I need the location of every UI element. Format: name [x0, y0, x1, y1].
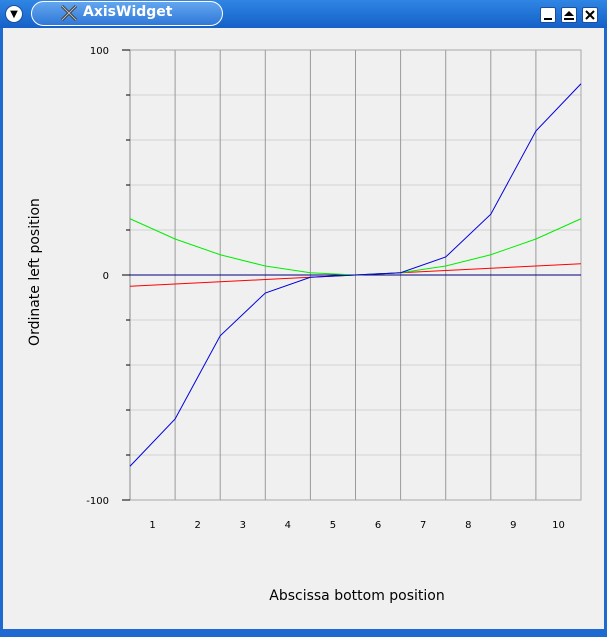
series-line-4	[129, 83, 582, 467]
minimize-icon	[544, 18, 552, 20]
chevron-down-icon: ▼	[10, 8, 18, 20]
close-button[interactable]	[582, 7, 598, 23]
x-tick-label: 5	[330, 520, 336, 531]
app-x-icon	[60, 4, 78, 22]
x-tick-label: 9	[510, 520, 516, 531]
x-axis-title: Abscissa bottom position	[269, 588, 445, 604]
minimize-button[interactable]	[540, 7, 556, 23]
y-tick-label: 0	[103, 271, 109, 282]
close-icon	[585, 10, 595, 20]
x-tick-label: 8	[465, 520, 471, 531]
x-tick-label: 4	[285, 520, 291, 531]
eject-icon	[564, 11, 574, 20]
window-title: AxisWidget	[83, 4, 173, 20]
window-frame-right	[604, 28, 607, 637]
x-tick-label: 2	[194, 520, 200, 531]
window-menu-button[interactable]: ▼	[5, 5, 23, 23]
x-tick-label: 7	[420, 520, 426, 531]
window-frame-bottom	[0, 629, 607, 637]
x-tick-label: 10	[552, 520, 565, 531]
shade-button[interactable]	[561, 7, 577, 23]
y-tick-label: 100	[90, 46, 109, 57]
x-tick-label: 3	[240, 520, 246, 531]
title-bar[interactable]: ▼ AxisWidget	[0, 0, 607, 28]
y-axis-title: Ordinate left position	[27, 198, 43, 346]
x-tick-label: 1	[149, 520, 155, 531]
window-frame-left	[0, 28, 3, 637]
y-tick-label: -100	[86, 496, 109, 507]
x-tick-label: 6	[375, 520, 381, 531]
